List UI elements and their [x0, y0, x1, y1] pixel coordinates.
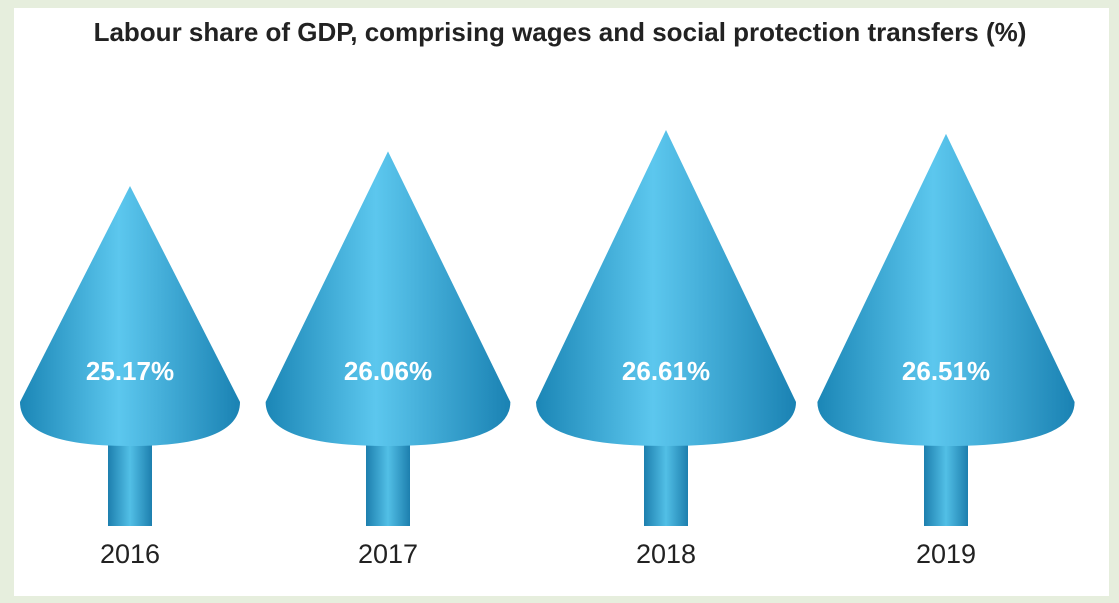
cone [20, 186, 240, 446]
cone [536, 130, 796, 446]
value-label: 25.17% [86, 356, 174, 386]
value-label: 26.51% [902, 356, 990, 386]
x-tick-label: 2019 [916, 539, 976, 569]
cone [265, 151, 511, 446]
x-tick-label: 2016 [100, 539, 160, 569]
value-label: 26.61% [622, 356, 710, 386]
x-tick-label: 2017 [358, 539, 418, 569]
value-label: 26.06% [344, 356, 432, 386]
cone [817, 133, 1075, 446]
x-tick-label: 2018 [636, 539, 696, 569]
chart-title: Labour share of GDP, comprising wages an… [93, 17, 1027, 47]
